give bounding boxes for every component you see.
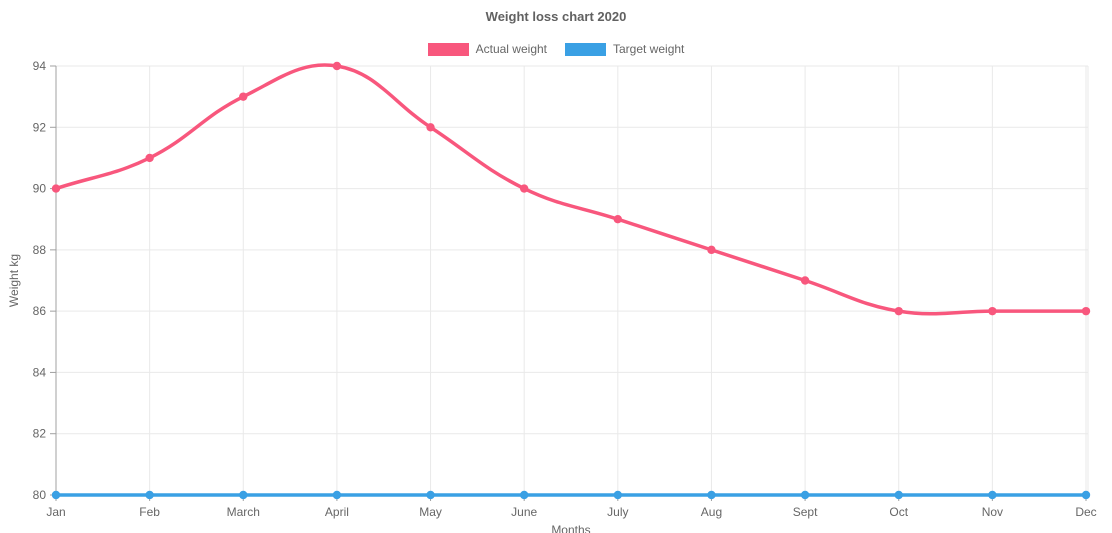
y-tick-labels: 80 82 84 86 88 90 92 94 xyxy=(33,59,47,502)
x-axis-title: Months xyxy=(551,523,590,533)
data-point-actual-weight-oct[interactable] xyxy=(894,306,903,316)
y-tick-label: 82 xyxy=(33,427,47,441)
chart-legend: Actual weight Target weight xyxy=(0,42,1112,56)
data-point-actual-weight-march[interactable] xyxy=(239,92,248,101)
data-point-actual-weight-jan[interactable] xyxy=(51,184,61,193)
y-tick-label: 80 xyxy=(33,488,47,502)
x-tick-label: Oct xyxy=(889,505,908,519)
x-tick-label: Feb xyxy=(139,505,160,519)
x-tick-labels: Jan Feb March April May June July Aug Sept Oct Nov… xyxy=(46,505,1096,519)
data-point-actual-weight-may[interactable] xyxy=(426,123,435,132)
data-point-target-weight-nov[interactable] xyxy=(988,490,997,500)
data-point-target-weight-june[interactable] xyxy=(519,490,529,500)
data-point-target-weight-april[interactable] xyxy=(332,490,342,500)
legend-label-target-weight: Target weight xyxy=(613,42,685,56)
series-target-weight xyxy=(51,490,1091,500)
y-tick-label: 90 xyxy=(33,182,47,196)
y-tick-label: 84 xyxy=(33,365,47,379)
x-tick-label: Aug xyxy=(701,505,722,519)
gridlines xyxy=(55,65,1089,496)
y-tick-label: 88 xyxy=(33,243,47,257)
chart-title: Weight loss chart 2020 xyxy=(485,9,627,24)
legend-swatch-target-weight xyxy=(565,42,606,56)
x-tick-label: July xyxy=(607,505,628,519)
y-tick-label: 92 xyxy=(33,120,47,134)
series-actual-weight xyxy=(51,61,1091,316)
data-point-actual-weight-sept[interactable] xyxy=(800,276,810,285)
data-point-target-weight-jan[interactable] xyxy=(51,490,61,500)
legend-item-target-weight[interactable]: Target weight xyxy=(565,42,684,56)
x-tick-label: June xyxy=(511,505,537,519)
x-tick-label: May xyxy=(419,505,442,519)
x-tick-label: March xyxy=(227,505,260,519)
data-point-target-weight-dec[interactable] xyxy=(1081,490,1091,500)
x-tick-label: Nov xyxy=(982,505,1003,519)
data-point-actual-weight-july[interactable] xyxy=(613,215,623,224)
data-point-target-weight-july[interactable] xyxy=(613,490,623,500)
data-point-target-weight-march[interactable] xyxy=(239,490,248,500)
x-tick-label: Jan xyxy=(46,505,65,519)
data-point-actual-weight-june[interactable] xyxy=(519,184,529,193)
series-line-actual-weight xyxy=(54,63,1088,316)
data-point-target-weight-aug[interactable] xyxy=(707,490,716,500)
data-point-actual-weight-nov[interactable] xyxy=(988,306,997,316)
axes xyxy=(50,65,1088,501)
x-tick-label: April xyxy=(325,505,349,519)
data-point-actual-weight-feb[interactable] xyxy=(145,153,154,163)
legend-item-actual-weight[interactable]: Actual weight xyxy=(427,42,547,56)
data-point-actual-weight-april[interactable] xyxy=(332,61,342,71)
data-point-target-weight-sept[interactable] xyxy=(800,490,810,500)
y-axis-title: Weight kg xyxy=(7,254,21,307)
data-point-actual-weight-aug[interactable] xyxy=(707,245,716,255)
y-tick-label: 86 xyxy=(33,304,47,318)
data-point-target-weight-may[interactable] xyxy=(426,490,435,500)
x-tick-label: Sept xyxy=(793,505,818,519)
data-point-actual-weight-dec[interactable] xyxy=(1081,306,1091,316)
legend-label-actual-weight: Actual weight xyxy=(475,42,547,56)
legend-swatch-actual-weight xyxy=(427,42,469,56)
y-tick-label: 94 xyxy=(33,59,47,73)
x-tick-label: Dec xyxy=(1075,505,1096,519)
data-point-target-weight-feb[interactable] xyxy=(145,490,154,500)
data-point-target-weight-oct[interactable] xyxy=(894,490,903,500)
